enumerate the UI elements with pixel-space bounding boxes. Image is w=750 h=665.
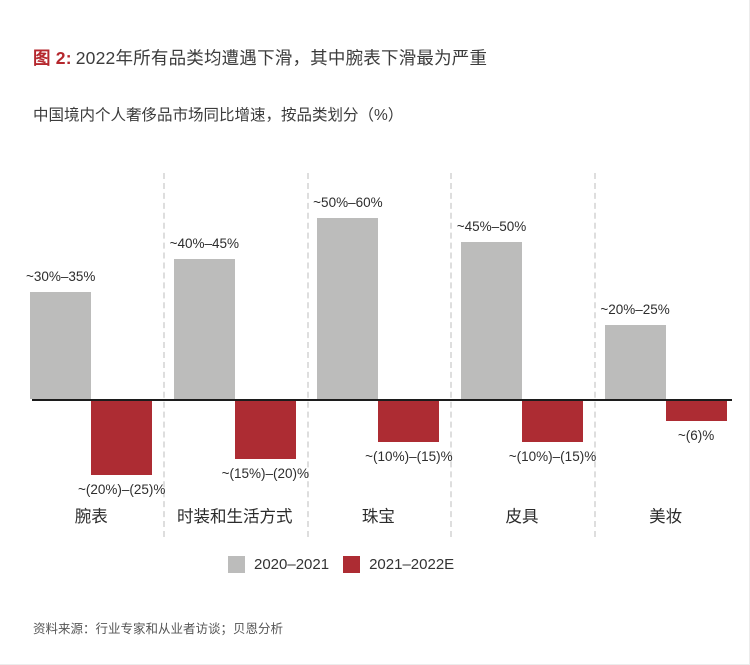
- category-label: 腕表: [74, 508, 108, 526]
- bar-2020-2021: [604, 324, 666, 399]
- figure-title: 图 2: 2022年所有品类均遭遇下滑，其中腕表下滑最为严重: [33, 45, 487, 70]
- legend-item-2020-2021: 2020–2021: [228, 556, 329, 573]
- category-separator-line: [163, 173, 165, 537]
- bar-2021-2022e: [91, 401, 153, 476]
- bar-value-label-positive: ~40%–45%: [169, 235, 240, 251]
- bar-value-label-positive: ~50%–60%: [313, 194, 383, 210]
- bar-2021-2022e: [522, 401, 583, 443]
- source-note: 资料来源：行业专家和从业者访谈；贝恩分析: [33, 622, 284, 636]
- bar-2020-2021: [173, 258, 235, 399]
- category-separator-line: [593, 173, 596, 537]
- chart-legend: 2020–2021 2021–2022E: [228, 556, 468, 573]
- bar-2020-2021: [30, 291, 92, 399]
- category-label: 时装和生活方式: [177, 508, 293, 526]
- legend-label: 2020–2021: [254, 556, 330, 573]
- bar-chart: ~30%–35% ~(20%)–(25)% 腕表 ~40%–45% ~(15%)–(20…: [26, 165, 739, 545]
- bar-value-label-positive: ~20%–25%: [600, 301, 670, 317]
- legend-swatch-red: [343, 556, 361, 573]
- category-label: 珠宝: [361, 508, 395, 526]
- bar-value-label-negative: ~(10%)–(15)%: [365, 449, 453, 465]
- category-separator-line: [306, 173, 309, 537]
- figure-title-text: 2022年所有品类均遭遇下滑，其中腕表下滑最为严重: [75, 48, 488, 68]
- category-label: 皮具: [505, 508, 539, 526]
- bar-value-label-positive: ~30%–35%: [25, 268, 96, 284]
- bar-value-label-negative: ~(20%)–(25)%: [77, 482, 166, 498]
- bar-2021-2022e: [378, 401, 440, 443]
- bar-2020-2021: [317, 217, 379, 399]
- legend-swatch-gray: [228, 556, 245, 573]
- category-separator-line: [450, 173, 453, 537]
- bar-value-label-negative: ~(15%)–(20)%: [221, 465, 309, 481]
- legend-label: 2021–2022E: [369, 556, 455, 573]
- bar-2021-2022e: [234, 401, 296, 459]
- bar-value-label-positive: ~45%–50%: [456, 219, 527, 235]
- bar-2021-2022e: [665, 401, 727, 421]
- bar-2020-2021: [461, 242, 522, 399]
- bar-value-label-negative: ~(10%)–(15)%: [508, 449, 597, 465]
- zero-axis-line: [32, 399, 732, 401]
- legend-item-2021-2022e: 2021–2022E: [343, 556, 454, 573]
- figure-number-label: 图 2:: [33, 48, 72, 68]
- bar-value-label-negative: ~(6)%: [677, 427, 715, 443]
- category-label: 美妆: [649, 508, 683, 526]
- chart-subtitle: 中国境内个人奢侈品市场同比增速，按品类划分（%）: [33, 107, 404, 124]
